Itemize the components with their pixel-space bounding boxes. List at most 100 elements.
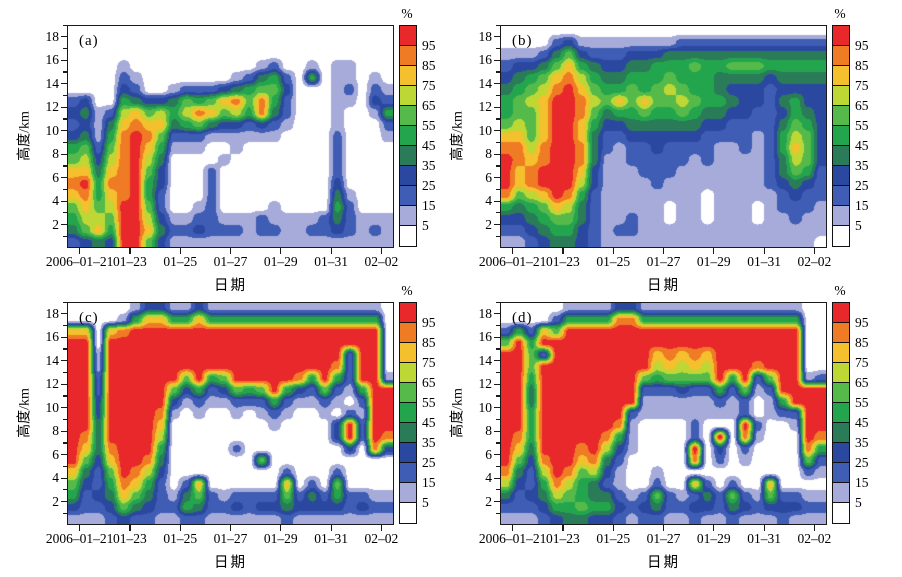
colorbar-segment	[833, 443, 849, 463]
y-major-tick	[494, 106, 500, 108]
x-tick-label: 01–31	[314, 254, 348, 269]
y-minor-tick	[63, 24, 67, 26]
y-minor-tick	[63, 442, 67, 444]
panel-letter: (b)	[512, 33, 533, 49]
y-minor-tick	[63, 348, 67, 350]
colorbar-tick-label: 5	[855, 495, 862, 510]
y-tick-label: 10	[45, 122, 60, 138]
y-major-tick	[494, 36, 500, 38]
colorbar-segment	[400, 343, 416, 363]
colorbar-segment	[833, 126, 849, 146]
y-minor-tick	[63, 512, 67, 514]
x-tick-label: 2006–01–21	[478, 254, 547, 269]
colorbar-segment	[833, 46, 849, 66]
heatmap-canvas-c	[67, 302, 394, 525]
y-tick-label: 10	[45, 399, 60, 415]
x-major-tick	[663, 248, 665, 254]
colorbar-segment	[400, 166, 416, 186]
y-major-tick	[494, 313, 500, 315]
y-minor-tick	[496, 24, 500, 26]
colorbar-segment	[400, 126, 416, 146]
panel-d: (d) 高度/km 日期 % 2 4 6 8 10 12 14 16 18 2006–01–21 0…	[433, 277, 902, 577]
colorbar	[399, 25, 417, 247]
heatmap-canvas-d	[500, 302, 827, 525]
colorbar-tick-label: 25	[855, 178, 869, 193]
y-major-tick	[494, 224, 500, 226]
y-tick-label: 18	[478, 305, 493, 321]
colorbar-segment	[400, 503, 416, 523]
y-minor-tick	[63, 47, 67, 50]
colorbar-tick-label: 45	[855, 138, 869, 153]
x-tick-label: 02–02	[797, 254, 832, 269]
y-minor-tick	[63, 465, 67, 467]
panel-a: (a) 高度/km 日期 % 2 4 6 8 10 12 14 16 18 2006–01–21 0…	[0, 0, 469, 300]
y-minor-tick	[63, 118, 67, 120]
y-major-tick	[494, 454, 500, 456]
y-minor-tick	[496, 324, 500, 327]
x-major-tick	[512, 248, 514, 254]
x-major-tick	[612, 248, 614, 254]
y-tick-label: 12	[45, 99, 60, 115]
y-minor-tick	[63, 371, 67, 374]
x-tick-label: 2006–01–21	[45, 254, 114, 269]
colorbar	[832, 25, 850, 247]
y-tick-label: 12	[478, 99, 493, 115]
x-major-tick	[230, 525, 232, 531]
colorbar-tick-label: 25	[855, 455, 869, 470]
y-tick-label: 4	[485, 470, 492, 486]
y-minor-tick	[63, 418, 67, 421]
y-major-tick	[61, 336, 67, 338]
colorbar-tick-label: 55	[422, 118, 436, 133]
x-tick-label: 01–27	[646, 531, 681, 546]
colorbar	[399, 302, 417, 524]
colorbar-tick-label: 35	[855, 435, 869, 450]
colorbar-segment	[400, 443, 416, 463]
colorbar-segment	[833, 303, 849, 323]
colorbar-tick-label: 75	[422, 78, 436, 93]
colorbar-tick-label: 65	[855, 375, 869, 390]
colorbar-segment	[400, 323, 416, 343]
y-tick-label: 4	[52, 470, 59, 486]
y-major-tick	[494, 360, 500, 362]
y-tick-label: 16	[478, 329, 493, 345]
y-major-tick	[494, 83, 500, 85]
colorbar-segment	[833, 363, 849, 383]
x-tick-label: 2006–01–21	[45, 531, 114, 546]
x-tick-label: 01–23	[113, 254, 147, 269]
y-minor-tick	[496, 188, 500, 190]
colorbar-tick-label: 65	[855, 98, 869, 113]
colorbar-tick-label: 45	[855, 415, 869, 430]
colorbar-segment	[400, 483, 416, 503]
y-tick-label: 8	[52, 146, 59, 162]
y-major-tick	[61, 224, 67, 226]
colorbar-tick-label: 85	[855, 335, 869, 350]
colorbar-tick-label: 15	[855, 198, 869, 213]
colorbar-tick-label: 75	[855, 78, 869, 93]
x-tick-label: 01–27	[646, 254, 681, 269]
y-minor-tick	[496, 94, 500, 97]
colorbar-tick-label: 65	[422, 375, 436, 390]
colorbar-segment	[400, 46, 416, 66]
x-major-tick	[763, 525, 765, 531]
y-major-tick	[494, 407, 500, 409]
x-major-tick	[813, 248, 816, 254]
y-tick-label: 2	[52, 493, 59, 509]
y-minor-tick	[496, 301, 500, 303]
y-major-tick	[494, 200, 500, 202]
y-minor-tick	[496, 418, 500, 421]
colorbar-tick-label: 85	[422, 58, 436, 73]
heatmap-canvas-b	[500, 25, 827, 248]
heatmap-canvas-a	[67, 25, 394, 248]
y-major-tick	[494, 430, 500, 432]
y-major-tick	[494, 477, 500, 479]
y-minor-tick	[496, 235, 500, 237]
y-tick-label: 6	[485, 169, 492, 185]
y-minor-tick	[496, 165, 500, 167]
x-tick-label: 01–23	[546, 254, 580, 269]
colorbar-tick-label: 35	[422, 435, 436, 450]
y-minor-tick	[496, 371, 500, 374]
colorbar-tick-label: 65	[422, 98, 436, 113]
x-tick-label: 2006–01–21	[478, 531, 547, 546]
y-major-tick	[494, 130, 500, 132]
y-minor-tick	[63, 94, 67, 97]
